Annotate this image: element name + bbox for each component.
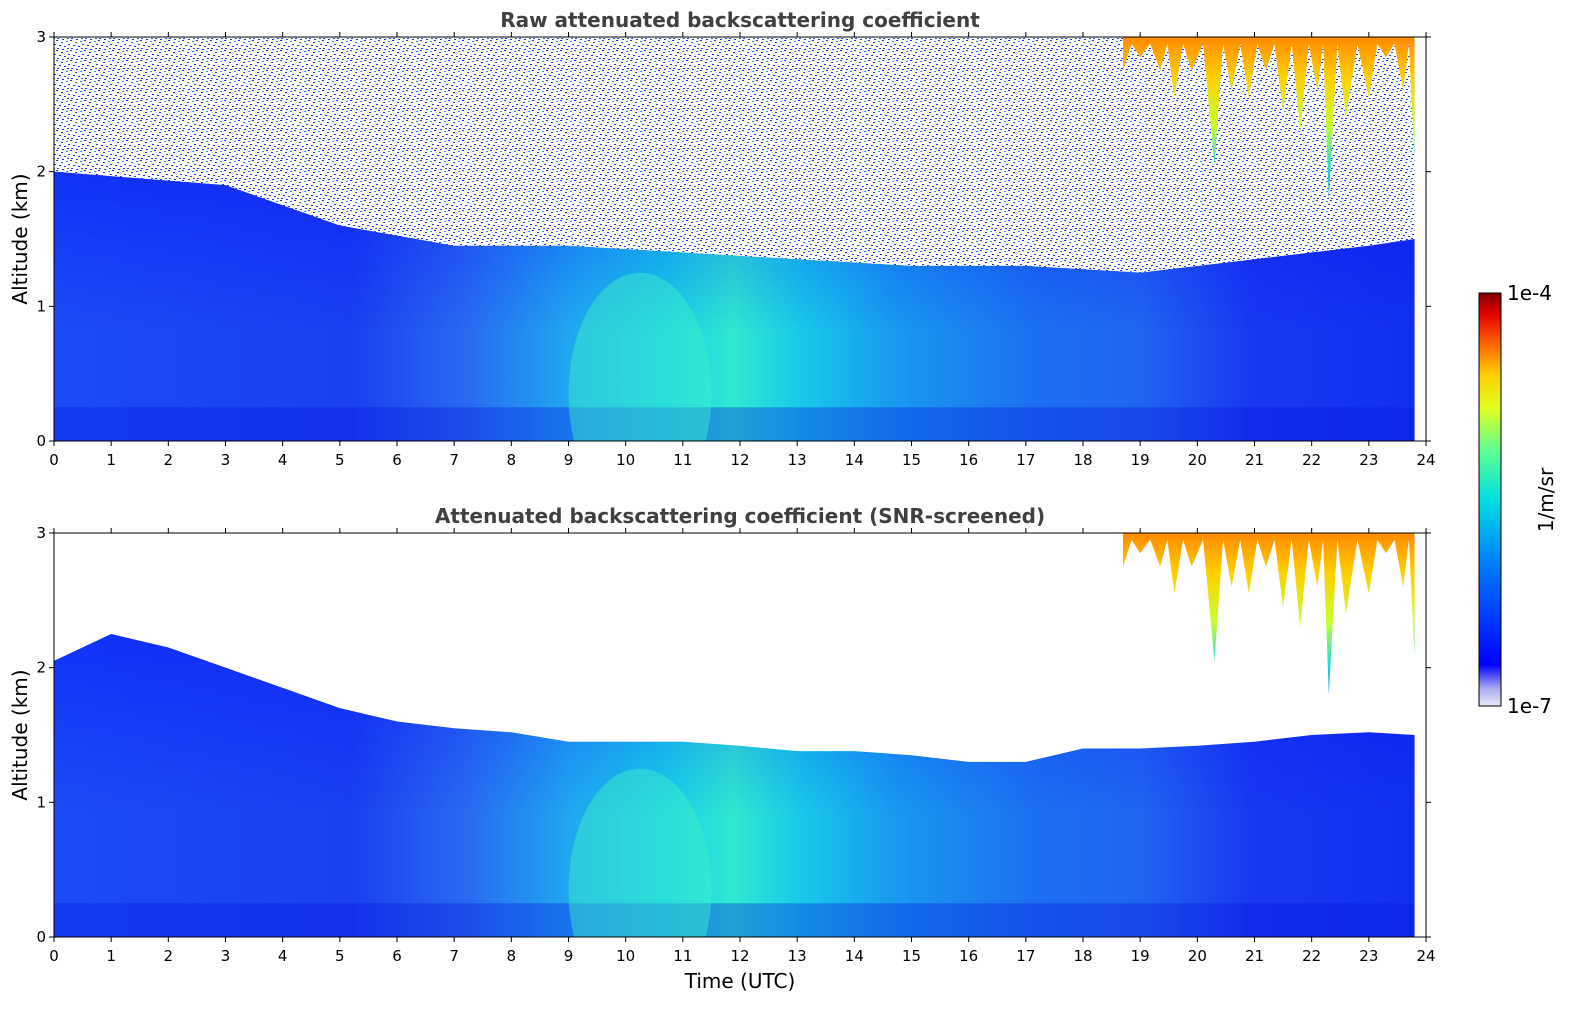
x-tick-label: 10 [616,451,635,469]
x-tick-label: 21 [1245,947,1264,965]
x-tick-label: 7 [449,451,459,469]
y-axis-label: Altitude (km) [8,669,32,800]
x-tick-label: 11 [673,451,692,469]
y-tick-label: 3 [36,28,46,46]
y-tick-label: 2 [36,163,46,181]
x-axis: 0 1 2 3 4 5 6 7 8 9 10 11 12 13 14 15 16 17 18 19 20 21 22 23 24 [49,32,1436,469]
y-tick-label: 1 [36,793,46,811]
x-tick-label: 1 [106,947,116,965]
y-tick-label: 1 [36,297,46,315]
aerosol-layer-shade [54,171,1415,441]
y-tick-label: 0 [36,928,46,946]
y-axis: 0 1 2 3 [36,524,1431,946]
x-tick-label: 18 [1073,947,1092,965]
x-tick-label: 4 [278,947,288,965]
x-tick-label: 24 [1416,947,1435,965]
high-backscatter-band [568,272,712,441]
x-tick-label: 3 [221,451,231,469]
aerosol-layer-shade [54,634,1415,937]
x-tick-label: 9 [564,947,574,965]
colorbar-unit-label: 1/m/sr [1534,467,1558,532]
x-tick-label: 18 [1073,451,1092,469]
x-tick-label: 11 [673,947,692,965]
x-tick-label: 15 [902,947,921,965]
y-axis-label: Altitude (km) [8,173,32,304]
snr-screened-panel: Attenuated backscattering coefficient (S… [8,504,1436,993]
cloud-region [1123,533,1415,695]
x-tick-label: 5 [335,451,345,469]
x-tick-label: 2 [164,451,174,469]
x-tick-label: 19 [1131,947,1150,965]
x-tick-label: 2 [164,947,174,965]
x-tick-label: 8 [507,947,517,965]
y-axis: 0 1 2 3 [36,28,1431,450]
x-tick-label: 14 [845,451,864,469]
colorbar: 1e-4 1e-7 1/m/sr [1478,281,1558,718]
x-tick-label: 23 [1359,451,1378,469]
x-tick-label: 20 [1188,451,1207,469]
y-tick-label: 2 [36,659,46,677]
x-tick-label: 20 [1188,947,1207,965]
x-tick-label: 15 [902,451,921,469]
y-tick-label: 3 [36,524,46,542]
x-tick-label: 10 [616,947,635,965]
x-tick-label: 24 [1416,451,1435,469]
x-tick-label: 22 [1302,947,1321,965]
x-tick-label: 0 [49,451,59,469]
x-tick-label: 21 [1245,451,1264,469]
x-tick-label: 19 [1131,451,1150,469]
x-tick-label: 13 [788,451,807,469]
x-tick-label: 8 [507,451,517,469]
x-axis-label: Time (UTC) [684,969,796,993]
x-tick-label: 1 [106,451,116,469]
x-tick-label: 13 [788,947,807,965]
x-tick-label: 23 [1359,947,1378,965]
x-tick-label: 6 [392,451,402,469]
colorbar-gradient [1478,292,1502,707]
surface-layer [54,407,1415,441]
y-tick-label: 0 [36,432,46,450]
x-tick-label: 16 [959,947,978,965]
x-tick-label: 3 [221,947,231,965]
x-tick-label: 0 [49,947,59,965]
x-tick-label: 17 [1016,947,1035,965]
x-tick-label: 7 [449,947,459,965]
heatmap-area [54,533,1415,937]
x-tick-label: 17 [1016,451,1035,469]
x-tick-label: 14 [845,947,864,965]
x-tick-label: 5 [335,947,345,965]
x-tick-label: 16 [959,451,978,469]
colorbar-max-label: 1e-4 [1507,281,1552,305]
x-tick-label: 22 [1302,451,1321,469]
high-backscatter-band [568,768,712,937]
heatmap-area [54,37,1415,441]
x-tick-label: 12 [730,947,749,965]
x-tick-label: 6 [392,947,402,965]
chart-title: Raw attenuated backscattering coefficien… [500,8,980,32]
chart-title: Attenuated backscattering coefficient (S… [435,504,1045,528]
x-axis: 0 1 2 3 4 5 6 7 8 9 10 11 12 13 14 15 16 17 18 19 20 21 22 23 24 [49,528,1436,965]
x-tick-label: 9 [564,451,574,469]
x-tick-label: 12 [730,451,749,469]
raw-backscatter-panel: Raw attenuated backscattering coefficien… [8,8,1436,469]
cloud-region [1123,37,1415,199]
colorbar-min-label: 1e-7 [1507,694,1552,718]
surface-layer [54,903,1415,937]
x-tick-label: 4 [278,451,288,469]
